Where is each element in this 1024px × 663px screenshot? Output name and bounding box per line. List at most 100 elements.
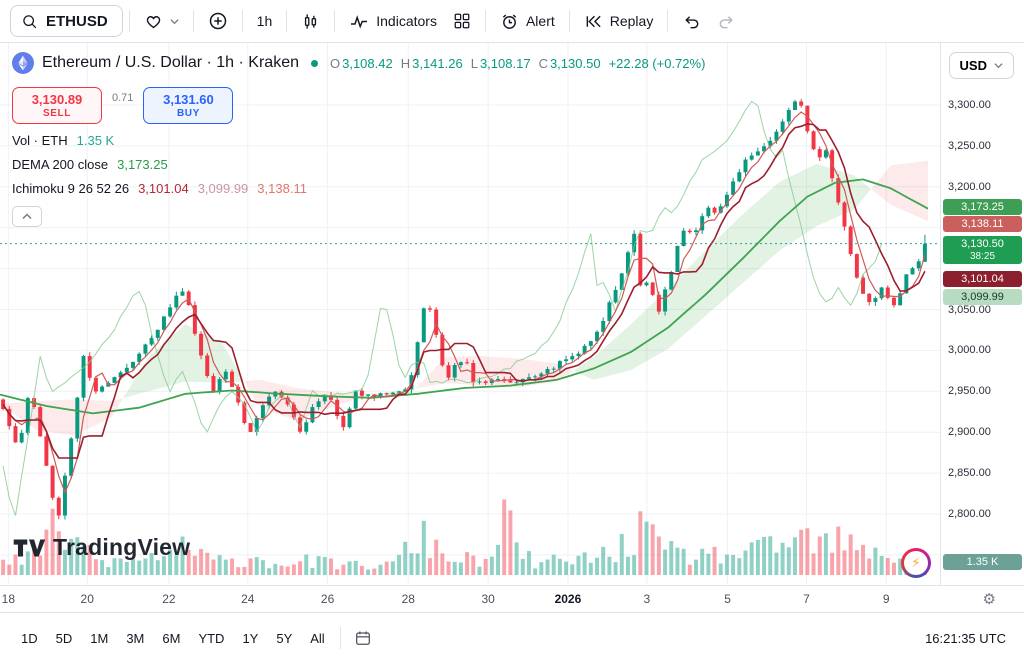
- time-tick-label: 7: [803, 592, 810, 606]
- price-tick-label: 3,300.00: [948, 99, 991, 111]
- chart-pane[interactable]: Ethereum / U.S. Dollar · 1h · Kraken O 3,…: [0, 42, 940, 585]
- replay-label: Replay: [609, 13, 654, 29]
- ichimoku-legend[interactable]: Ichimoku 9 26 52 26 3,101.04 3,099.99 3,…: [12, 181, 307, 196]
- ethereum-logo-icon: [12, 52, 34, 74]
- dema-legend[interactable]: DEMA 200 close 3,173.25: [12, 157, 168, 172]
- redo-button[interactable]: [709, 6, 744, 37]
- high-value: 3,141.26: [412, 55, 463, 71]
- open-value: 3,108.42: [342, 55, 393, 71]
- divider: [192, 10, 194, 32]
- price-badge: 3,101.04: [943, 271, 1022, 287]
- ichimoku-value-1: 3,101.04: [138, 181, 189, 196]
- currency-toggle-button[interactable]: USD: [948, 52, 1014, 79]
- indicators-button[interactable]: Indicators: [341, 5, 445, 37]
- range-button-5Y[interactable]: 5Y: [267, 624, 301, 653]
- volume-legend[interactable]: Vol · ETH 1.35 K: [12, 133, 115, 148]
- divider: [128, 10, 130, 32]
- change-value: +22.28 (+0.72%): [608, 55, 706, 71]
- time-tick-label: 3: [643, 592, 651, 606]
- time-tick-label: 20: [80, 592, 94, 606]
- chevron-down-icon: [170, 18, 179, 25]
- market-open-dot: [310, 59, 318, 67]
- plus-circle-icon: [208, 11, 228, 31]
- price-badge: 1.35 K: [943, 554, 1022, 570]
- calendar-icon: [354, 629, 372, 647]
- time-axis[interactable]: ⚙ 18 20 22 24 26 28 30 2026 3 5 7 9: [0, 585, 1024, 613]
- sell-price: 3,130.89: [31, 92, 83, 107]
- divider: [484, 10, 486, 32]
- divider: [667, 10, 669, 32]
- interval-button[interactable]: 1h: [249, 7, 281, 35]
- range-button-1Y[interactable]: 1Y: [233, 624, 267, 653]
- undo-arrow-icon: [682, 12, 701, 31]
- range-button-3M[interactable]: 3M: [117, 624, 153, 653]
- time-tick-label: 2026: [554, 592, 582, 606]
- ichimoku-value-3: 3,138.11: [257, 181, 307, 196]
- currency-label: USD: [959, 58, 987, 73]
- alert-button[interactable]: Alert: [492, 6, 563, 37]
- price-tick-label: 3,000.00: [948, 344, 991, 357]
- price-tick-label: 2,850.00: [948, 467, 991, 480]
- buy-price: 3,131.60: [163, 92, 214, 107]
- time-tick-label: 26: [320, 592, 335, 606]
- ichimoku-value-2: 3,099.99: [197, 181, 249, 196]
- interval-label: 1h: [256, 13, 273, 29]
- compare-add-button[interactable]: [200, 5, 236, 37]
- price-tick-label: 3,050.00: [948, 303, 991, 316]
- price-tick-label: 3,200.00: [948, 180, 991, 193]
- dema-value: 3,173.25: [117, 157, 168, 172]
- boost-button[interactable]: ⚡: [901, 548, 931, 578]
- time-tick-label: 28: [401, 592, 415, 606]
- undo-button[interactable]: [674, 6, 709, 37]
- range-button-6M[interactable]: 6M: [153, 624, 189, 653]
- clock-utc[interactable]: 16:21:35 UTC: [925, 630, 1006, 646]
- range-button-YTD[interactable]: YTD: [189, 624, 233, 653]
- chart-style-button[interactable]: [293, 6, 328, 37]
- replay-button[interactable]: Replay: [576, 6, 662, 37]
- go-to-date-button[interactable]: [347, 624, 379, 652]
- search-icon: [21, 13, 38, 30]
- divider: [334, 10, 336, 32]
- divider: [286, 10, 288, 32]
- layout-grid-icon: [453, 12, 471, 30]
- symbol-label: ETHUSD: [46, 12, 108, 30]
- chevron-down-icon: [994, 62, 1003, 69]
- legend-collapse-button[interactable]: [12, 206, 42, 227]
- price-badge: 3,173.25: [943, 199, 1022, 215]
- symbol-search-button[interactable]: ETHUSD: [10, 5, 123, 37]
- price-tick-label: 2,950.00: [948, 385, 991, 398]
- range-button-All[interactable]: All: [301, 624, 333, 653]
- settings-gear-icon[interactable]: ⚙: [982, 591, 996, 608]
- range-button-1M[interactable]: 1M: [81, 624, 117, 653]
- watchlist-heart-button[interactable]: [136, 6, 187, 37]
- lightning-icon: ⚡: [911, 555, 921, 570]
- price-badge: 3,099.99: [943, 289, 1022, 305]
- range-button-5D[interactable]: 5D: [47, 624, 82, 653]
- price-axis[interactable]: 3,300.00 3,250.00 3,200.00 3,050.00 3,000.00…: [940, 42, 1024, 585]
- spread-value: 0.71: [112, 92, 134, 104]
- replay-rewind-icon: [584, 12, 603, 31]
- time-tick-label: 22: [162, 592, 176, 606]
- divider: [568, 10, 570, 32]
- time-tick-label: 18: [1, 592, 16, 606]
- buy-button[interactable]: 3,131.60 BUY: [143, 87, 234, 124]
- close-value: 3,130.50: [549, 55, 601, 71]
- symbol-title[interactable]: Ethereum / U.S. Dollar · 1h · Kraken: [42, 54, 299, 71]
- layout-grid-button[interactable]: [445, 6, 479, 36]
- alert-label: Alert: [525, 13, 555, 29]
- time-tick-label: 30: [481, 592, 495, 606]
- price-badge: 3,130.50 38:25: [943, 236, 1022, 264]
- tradingview-watermark: TradingView: [12, 534, 190, 561]
- indicators-label: Indicators: [376, 13, 437, 29]
- range-button-1D[interactable]: 1D: [12, 624, 47, 653]
- date-range-buttons: 1D 5D 1M 3M 6M YTD 1Y 5Y All: [12, 624, 334, 653]
- candlestick-chart[interactable]: [0, 42, 940, 585]
- chart-header: Ethereum / U.S. Dollar · 1h · Kraken O 3,…: [12, 52, 705, 227]
- price-tick-label: 2,900.00: [948, 426, 991, 439]
- time-tick-label: 9: [882, 592, 890, 606]
- low-value: 3,108.17: [479, 55, 531, 71]
- sell-button[interactable]: 3,130.89 SELL: [12, 87, 102, 124]
- price-badge: 3,138.11: [943, 216, 1022, 232]
- price-tick-label: 2,800.00: [948, 508, 991, 520]
